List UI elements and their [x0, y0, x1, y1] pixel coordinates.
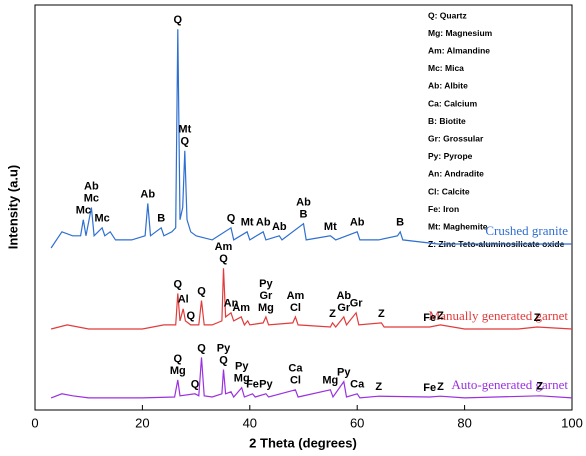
key-entry: Ca: Calcium	[428, 98, 478, 108]
peak-label: Cl	[290, 375, 301, 387]
key-entry: Am: Almandine	[428, 45, 490, 55]
key-entry: Gr: Grossular	[428, 133, 484, 143]
peak-label: Py	[337, 367, 351, 379]
peak-label: Am	[287, 290, 305, 302]
peak-label: Gr	[337, 302, 351, 314]
peak-label: Ab	[296, 197, 311, 209]
peak-label: B	[396, 217, 404, 229]
peak-label: Ab	[140, 188, 155, 200]
x-axis-label: 2 Theta (degrees)	[249, 435, 357, 450]
peak-label: Py	[217, 342, 231, 354]
x-tick-label: 0	[31, 415, 38, 430]
peak-label: Ab	[84, 180, 99, 192]
peak-label: Ab	[336, 290, 351, 302]
key-entry: Ab: Albite	[428, 81, 468, 91]
key-entry: Mt: Maghemite	[428, 221, 488, 231]
peak-label: Z	[375, 381, 382, 393]
xrd-trace	[50, 357, 573, 399]
peak-label: Q	[191, 379, 200, 391]
peak-label: Fe	[423, 312, 436, 324]
peak-label: Z	[536, 381, 543, 393]
peak-label: Q	[219, 354, 228, 366]
peak-label: Q	[181, 136, 190, 148]
peak-label: Mg	[258, 302, 274, 314]
peak-label: Al	[178, 294, 189, 306]
key-entry: Fe: Iron	[428, 204, 459, 214]
peak-label: Mc	[84, 192, 99, 204]
peak-label: Z	[378, 308, 385, 320]
peak-label: Q	[174, 353, 183, 365]
peak-label: Mg	[170, 365, 186, 377]
peak-label: Py	[259, 379, 273, 391]
y-axis-label: Intensity (a.u)	[5, 165, 20, 250]
peak-label: Ca	[288, 363, 303, 375]
peak-label: Mc	[94, 213, 109, 225]
key-entry: B: Biotite	[428, 116, 466, 126]
key-entry: An: Andradite	[428, 169, 484, 179]
peak-label: Py	[235, 361, 249, 373]
peak-label: Mt	[241, 217, 254, 229]
series-name: Manually generated garnet	[429, 308, 569, 323]
plot-frame	[34, 4, 573, 411]
peak-label: Q	[219, 253, 228, 265]
peak-label: Ca	[350, 379, 365, 391]
xrd-trace	[50, 268, 573, 330]
peak-label: Ab	[272, 221, 287, 233]
key-entry: Cl: Calcite	[428, 186, 470, 196]
key-entry: Py: Pyrope	[428, 151, 473, 161]
peak-label: Z	[329, 308, 336, 320]
peak-label: Fe	[423, 382, 436, 394]
peak-label: Am	[232, 302, 250, 314]
x-tick-label: 40	[243, 415, 257, 430]
peak-label: Mt	[324, 221, 337, 233]
peak-label: Z	[437, 310, 444, 322]
x-tick-label: 20	[135, 415, 149, 430]
peak-label: Fe	[246, 379, 259, 391]
peak-label: Q	[174, 278, 183, 290]
x-tick-label: 80	[457, 415, 471, 430]
series-name: Crushed granite	[485, 223, 568, 238]
peak-label: Ab	[350, 217, 365, 229]
peak-label: Gr	[259, 290, 273, 302]
x-tick-label: 60	[350, 415, 364, 430]
peak-label: Py	[259, 278, 273, 290]
peak-label: B	[300, 209, 308, 221]
peak-label: Mg	[234, 373, 250, 385]
peak-label: Z	[534, 312, 541, 324]
peak-label: Mg	[322, 375, 338, 387]
key-entry: Mg: Magnesium	[428, 28, 493, 38]
peak-label: Q	[197, 286, 206, 298]
peak-label: B	[157, 213, 165, 225]
peak-label: Q	[186, 310, 195, 322]
peak-label: Ab	[256, 217, 271, 229]
peak-label: Q	[174, 14, 183, 26]
peak-label: Z	[437, 381, 444, 393]
peak-label: Q	[197, 342, 206, 354]
xrd-trace	[50, 29, 572, 249]
peak-label: Am	[215, 241, 233, 253]
series-name: Auto-generated garnet	[451, 377, 568, 392]
x-tick-label: 100	[561, 415, 583, 430]
peak-label: Q	[227, 213, 236, 225]
peak-label: An	[224, 298, 239, 310]
peak-label: Cl	[290, 302, 301, 314]
key-entry: Mc: Mica	[428, 63, 464, 73]
peak-label: Mc	[76, 205, 91, 217]
peak-label: Mt	[178, 124, 191, 136]
key-entry: Q: Quartz	[428, 10, 467, 20]
peak-label: Gr	[350, 298, 364, 310]
